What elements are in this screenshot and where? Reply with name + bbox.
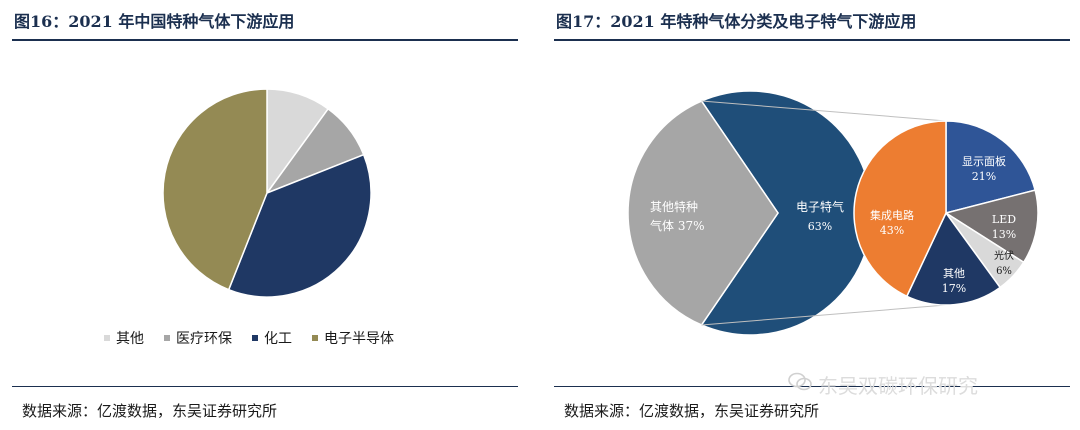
- left-pie-slice-2: [227, 153, 372, 298]
- main-label-electronic-gas: 电子特气: [796, 199, 844, 214]
- left-source-note: 数据来源：亿渡数据，东吴证券研究所: [22, 402, 278, 420]
- legend-swatch: [104, 335, 110, 341]
- legend-swatch: [164, 335, 170, 341]
- right-figure-title: 图17：2021 年特种气体分类及电子特气下游应用: [556, 12, 917, 31]
- legend-label: 化工: [264, 331, 292, 347]
- sub-pct-4: 43%: [880, 224, 904, 237]
- left-legend-item-2: 化工: [252, 328, 292, 348]
- sub-pct-1: 13%: [992, 228, 1016, 241]
- left-panel: 图16：2021 年中国特种气体下游应用 其他 医疗环保 化工 电子半导体 数据来源：…: [0, 0, 530, 430]
- wechat-watermark-icon: [788, 372, 812, 391]
- legend-swatch: [252, 335, 258, 341]
- sub-label-3: 其他: [943, 267, 965, 280]
- left-figure-title: 图16：2021 年中国特种气体下游应用: [14, 12, 295, 31]
- left-pie-slice-3: [162, 88, 268, 291]
- sub-pct-3: 17%: [942, 282, 966, 295]
- left-title-rule: [12, 39, 518, 41]
- sub-label-1: LED: [992, 213, 1016, 226]
- left-legend-item-1: 医疗环保: [164, 328, 232, 348]
- connector-line-bottom: [701, 304, 947, 326]
- sub-pct-0: 21%: [972, 170, 996, 183]
- sub-slice-1: [944, 189, 1039, 264]
- main-slice-other-special-gas: [627, 100, 779, 326]
- main-label-other-special-gas-line-1: 气体 37%: [650, 218, 705, 233]
- legend-label: 电子半导体: [324, 331, 394, 347]
- right-source-note: 数据来源：亿渡数据，东吴证券研究所: [564, 402, 820, 420]
- main-label-other-special-gas-line-0: 其他特种: [650, 199, 698, 214]
- legend-swatch: [312, 335, 318, 341]
- left-pie-chart: [162, 88, 372, 298]
- left-legend-item-0: 其他: [104, 328, 144, 348]
- sub-slice-4: [853, 120, 947, 298]
- main-pct-electronic-gas: 63%: [808, 220, 832, 233]
- sub-label-0: 显示面板: [962, 154, 1006, 168]
- sub-slice-0: [945, 120, 1037, 214]
- left-legend-item-3: 电子半导体: [312, 328, 394, 348]
- left-legend: 其他 医疗环保 化工 电子半导体: [104, 328, 394, 348]
- sub-label-2: 光伏: [994, 249, 1014, 262]
- legend-label: 其他: [116, 331, 144, 347]
- watermark-text: 东吴双碳环保研究: [818, 374, 978, 398]
- right-panel: 图17：2021 年特种气体分类及电子特气下游应用 电子特气 63% 其他特种气体 …: [548, 0, 1080, 430]
- sub-slice-3: [905, 211, 1002, 306]
- sub-pct-2: 6%: [996, 266, 1012, 277]
- legend-label: 医疗环保: [176, 331, 232, 347]
- right-bottom-rule: [554, 386, 1070, 387]
- connector-line-top: [701, 100, 947, 122]
- sub-label-4: 集成电路: [870, 208, 914, 222]
- left-bottom-rule: [12, 386, 518, 387]
- right-title-rule: [554, 39, 1070, 41]
